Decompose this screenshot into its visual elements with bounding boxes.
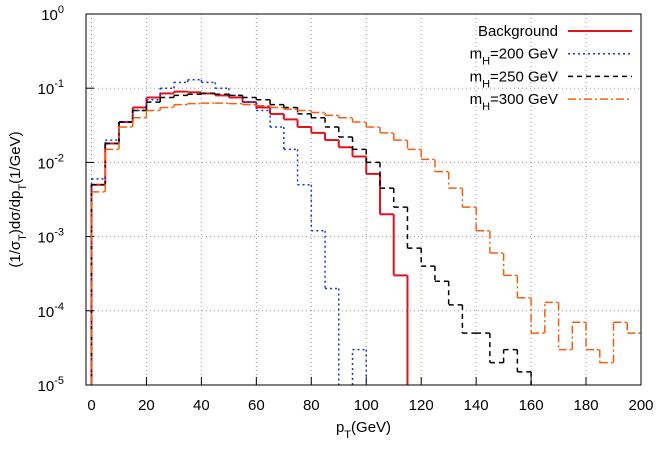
label-part: =300 GeV <box>490 91 558 108</box>
x-tick-label: 120 <box>409 397 434 414</box>
subscript: T <box>344 429 351 441</box>
tick-base: 10 <box>38 155 55 172</box>
x-tick-label: 80 <box>303 397 320 414</box>
legend-label: mH=200 GeV <box>470 46 558 68</box>
label-part: (1/σ <box>7 240 24 268</box>
y-tick-label: 10-3 <box>38 227 64 247</box>
x-tick-label: 20 <box>138 397 155 414</box>
series <box>90 102 641 385</box>
tick-base: 10 <box>38 304 55 321</box>
legend-label: Background <box>478 23 558 40</box>
label-part: Background <box>478 23 558 40</box>
label-part: m <box>470 46 483 63</box>
tick-exponent: 0 <box>58 4 64 16</box>
y-tick-label: 10-2 <box>38 152 64 172</box>
tick-exponent: -3 <box>54 227 64 239</box>
x-axis-label: pT(GeV) <box>336 419 391 441</box>
subscript: H <box>482 78 490 90</box>
subscript: H <box>482 101 490 113</box>
x-tick-label: 100 <box>354 397 379 414</box>
label-part: (1/GeV) <box>7 131 24 184</box>
label-part: =200 GeV <box>490 46 558 63</box>
x-tick-label: 40 <box>193 397 210 414</box>
tick-exponent: -1 <box>54 78 64 90</box>
label-part: m <box>470 91 483 108</box>
x-tick-label: 180 <box>574 397 599 414</box>
subscript: T <box>17 184 29 191</box>
legend-label: mH=300 GeV <box>470 91 558 113</box>
x-tick-label: 200 <box>628 397 653 414</box>
y-tick-label: 100 <box>41 4 64 24</box>
y-tick-label: 10-1 <box>38 78 64 98</box>
legend-label: mH=250 GeV <box>470 68 558 90</box>
x-tick-label: 160 <box>519 397 544 414</box>
tick-exponent: -4 <box>54 301 64 313</box>
tick-base: 10 <box>38 81 55 98</box>
subscript: H <box>482 56 490 68</box>
tick-base: 10 <box>41 7 58 24</box>
tick-base: 10 <box>38 230 55 247</box>
plot-frame <box>85 13 642 386</box>
tick-base: 10 <box>38 378 55 395</box>
series <box>90 92 532 385</box>
x-tick-label: 60 <box>248 397 265 414</box>
subscript: T <box>17 234 29 241</box>
tick-exponent: -5 <box>54 375 64 387</box>
tick-exponent: -2 <box>54 152 64 164</box>
label-part: =250 GeV <box>490 68 558 85</box>
x-tick-label: 0 <box>87 397 95 414</box>
label-part: p <box>336 419 344 436</box>
y-axis-label: (1/σT)dσ/dpT(1/GeV) <box>7 131 29 267</box>
label-part: )dσ/dp <box>7 191 24 234</box>
label-part: (GeV) <box>351 419 391 436</box>
x-tick-label: 140 <box>464 397 489 414</box>
label-part: m <box>470 68 483 85</box>
y-tick-label: 10-5 <box>38 375 64 395</box>
y-tick-label: 10-4 <box>38 301 64 321</box>
